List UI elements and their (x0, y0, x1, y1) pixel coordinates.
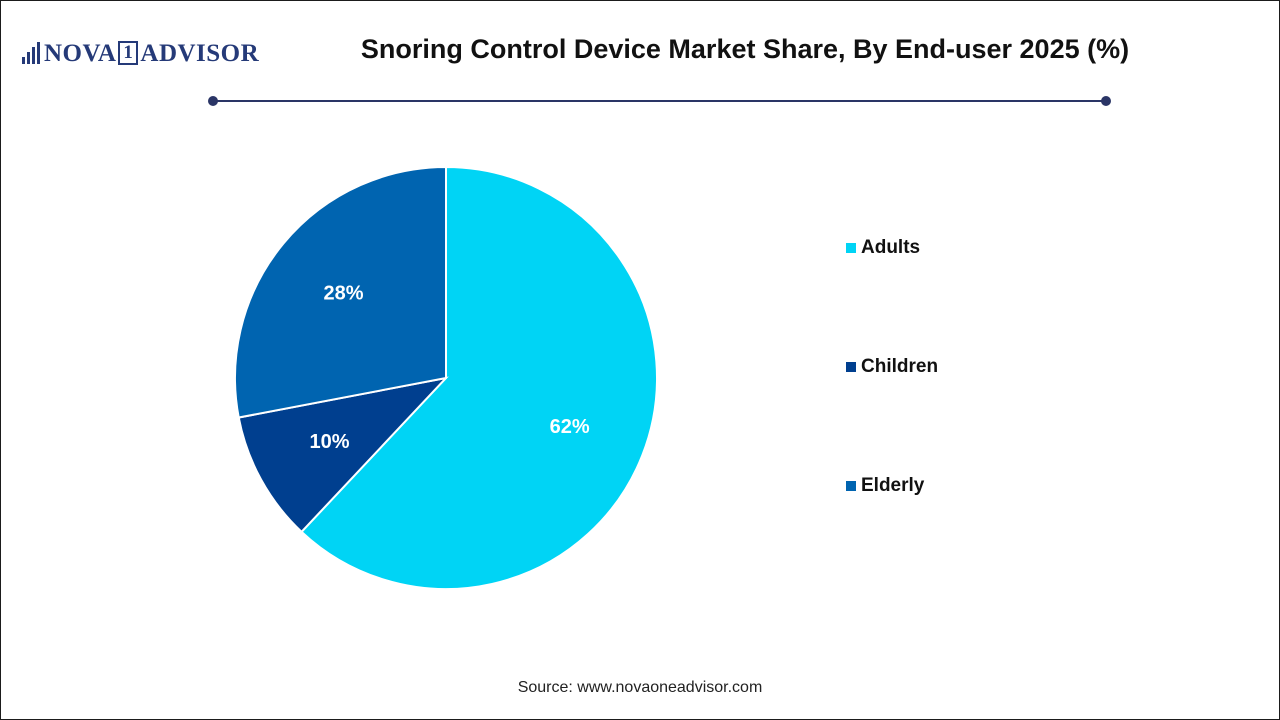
logo-text-one: 1 (118, 41, 139, 65)
divider-left-dot (208, 96, 218, 106)
legend-label-adults: Adults (861, 237, 921, 258)
legend-item-elderly: Elderly (846, 475, 924, 497)
legend-item-children: Children (846, 356, 938, 378)
pie-slice-adults (300, 165, 658, 590)
legend-swatch-elderly (846, 481, 856, 491)
data-label-adults: 62% (550, 416, 590, 438)
legend-label-elderly: Elderly (861, 475, 925, 496)
logo-text-advisor: ADVISOR (140, 39, 260, 67)
legend-swatch-children (846, 362, 856, 372)
title-divider (212, 100, 1108, 102)
source-note: Source: www.novaoneadvisor.com (517, 679, 763, 696)
legend-item-adults: Adults (846, 237, 920, 259)
legend-label-children: Children (861, 356, 939, 377)
pie-slice-children (237, 376, 449, 534)
chart-title: Snoring Control Device Market Share, By … (360, 34, 1130, 64)
bar-chart-icon (22, 42, 40, 64)
divider-right-dot (1101, 96, 1111, 106)
data-label-elderly: 28% (324, 282, 364, 304)
pie-slice-elderly (234, 165, 447, 419)
nova-advisor-logo: NOVA 1 ADVISOR (22, 36, 259, 70)
legend-swatch-adults (846, 243, 856, 253)
logo-text-nova: NOVA (44, 39, 117, 67)
data-label-children: 10% (309, 431, 349, 453)
